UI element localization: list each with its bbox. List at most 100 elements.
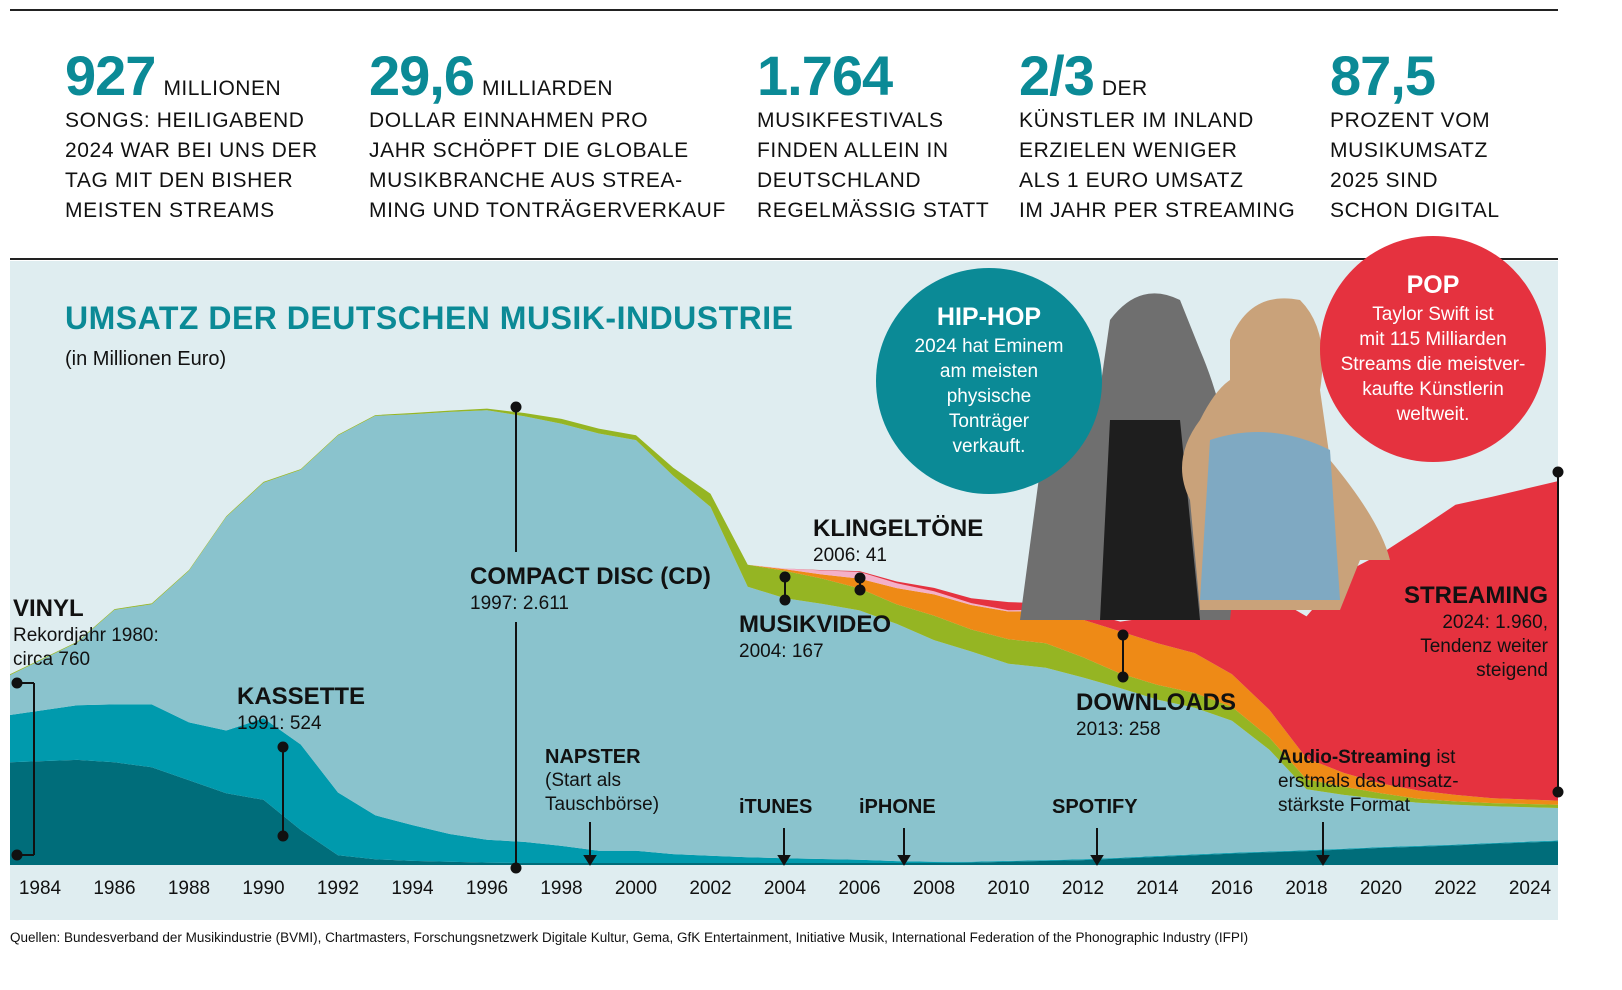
arrow-head-icon	[777, 855, 791, 866]
arrow-head-icon	[897, 855, 911, 866]
marker-dot	[277, 741, 289, 753]
area-kassette	[10, 704, 1558, 863]
annotation-title: KLINGELTÖNE	[813, 515, 984, 542]
annotation-title: STREAMING	[1404, 582, 1548, 609]
stat-artists: 2/3 DER KÜNSTLER IM INLAND ERZIELEN WENIG…	[1019, 46, 1295, 226]
taylor-swift-photo	[1182, 298, 1390, 610]
stat-unit: DER	[1101, 77, 1148, 100]
pop-bubble: POP Taylor Swift ist mit 115 Milliarden …	[1320, 236, 1546, 462]
annotation-text: 2024: 1.960, Tendenz weiter steigend	[1420, 612, 1548, 681]
marker-dot	[854, 584, 866, 596]
annotation-vinyl: VINYL Rekordjahr 1980: circa 760	[13, 594, 159, 672]
x-tick-label: 1994	[391, 878, 434, 899]
x-tick-label: 2014	[1136, 878, 1179, 899]
bubble-title: POP	[1406, 271, 1460, 299]
marker-dot	[277, 830, 289, 842]
marker-dot	[1552, 466, 1564, 478]
marker-dot	[11, 677, 23, 689]
x-tick-label: 1986	[93, 878, 136, 899]
x-tick-label: 1992	[316, 878, 360, 899]
annotation-title: MUSIKVIDEO	[739, 611, 892, 638]
annotation-text: 1997: 2.611	[470, 593, 569, 614]
stat-value: 2/3	[1019, 44, 1095, 107]
marker-dot	[1117, 629, 1129, 641]
event-spotify: SPOTIFY	[1052, 796, 1138, 818]
x-tick-label: 2002	[689, 878, 732, 899]
x-tick-label: 2022	[1434, 878, 1477, 899]
event-napster: NAPSTER (Start als Tauschbörse)	[545, 745, 659, 817]
event-title: NAPSTER	[545, 746, 641, 768]
annotation-kassette: KASSETTE 1991: 524	[237, 682, 365, 736]
stat-digital: 87,5 PROZENT VOM MUSIKUMSATZ 2025 SIND S…	[1330, 46, 1500, 226]
annotation-streaming: STREAMING 2024: 1.960, Tendenz weiter ste…	[1404, 581, 1548, 683]
event-iphone: iPHONE	[859, 796, 936, 818]
stat-value: 1.764	[757, 44, 893, 107]
x-tick-label: 2006	[838, 878, 881, 899]
annotation-text: 2006: 41	[813, 545, 887, 566]
x-tick-label: 2000	[614, 878, 658, 899]
annotation-text: 2004: 167	[739, 641, 824, 662]
event-text: ist erstmals das umsatz- stärkste Format	[1278, 747, 1459, 816]
annotation-title: KASSETTE	[237, 683, 366, 710]
annotation-downloads: DOWNLOADS 2013: 258	[1076, 688, 1236, 742]
bubble-text: 2024 hat Eminem am meisten physische Ton…	[914, 336, 1064, 457]
x-tick-label: 2012	[1061, 878, 1105, 899]
x-tick-label: 2018	[1285, 878, 1328, 899]
stat-value: 87,5	[1330, 44, 1436, 107]
hiphop-bubble: HIP-HOP 2024 hat Eminem am meisten physi…	[876, 268, 1102, 494]
annotation-musikvideo: MUSIKVIDEO 2004: 167	[739, 610, 891, 664]
marker-dot	[11, 849, 23, 861]
stat-streams: 927 MILLIONEN SONGS: HEILIGABEND 2024 WAR…	[65, 46, 318, 226]
stat-text: DOLLAR EINNAHMEN PRO JAHR SCHÖPFT DIE GL…	[369, 109, 726, 222]
event-text: (Start als Tauschbörse)	[545, 770, 660, 815]
arrow-head-icon	[583, 855, 597, 866]
stat-unit: MILLIARDEN	[482, 77, 614, 100]
stat-text: SONGS: HEILIGABEND 2024 WAR BEI UNS DER …	[65, 109, 318, 222]
chart-subtitle: (in Millionen Euro)	[65, 348, 227, 370]
stat-text: PROZENT VOM MUSIKUMSATZ 2025 SIND SCHON …	[1330, 109, 1500, 222]
stat-value: 29,6	[369, 44, 475, 107]
x-tick-label: 2024	[1508, 878, 1552, 899]
event-itunes: iTUNES	[739, 796, 813, 818]
event-audio-streaming: Audio-Streaming ist erstmals das umsatz-…	[1278, 746, 1459, 818]
marker-dot	[510, 862, 522, 874]
annotation-text: Rekordjahr 1980: circa 760	[13, 625, 159, 670]
top-rule	[10, 9, 1558, 11]
stat-value: 927	[65, 44, 156, 107]
annotation-cd: COMPACT DISC (CD) 1997: 2.611	[470, 562, 711, 616]
marker-dot	[1552, 786, 1564, 798]
marker-dot	[779, 571, 791, 583]
x-tick-label: 2016	[1210, 878, 1254, 899]
marker-dot	[510, 401, 522, 413]
annotation-klingeltoene: KLINGELTÖNE 2006: 41	[813, 514, 983, 568]
bubble-text: Taylor Swift ist mit 115 Milliarden Stre…	[1340, 304, 1526, 425]
annotation-title: VINYL	[13, 595, 84, 622]
arrow-head-icon	[1090, 855, 1104, 866]
arrow-head-icon	[1316, 855, 1330, 866]
marker-dot	[854, 572, 866, 584]
annotation-title: COMPACT DISC (CD)	[470, 563, 711, 590]
annotation-text: 2013: 258	[1076, 719, 1161, 740]
stat-revenue: 29,6 MILLIARDEN DOLLAR EINNAHMEN PRO JAHR…	[369, 46, 726, 226]
x-tick-label: 1984	[18, 878, 62, 899]
annotation-text: 1991: 524	[237, 713, 322, 734]
event-title: Audio-Streaming	[1278, 747, 1432, 768]
x-tick-label: 2020	[1359, 878, 1403, 899]
eminem-photo	[1020, 293, 1240, 620]
x-tick-label: 2004	[763, 878, 807, 899]
x-tick-label: 1990	[242, 878, 285, 899]
chart-title: UMSATZ DER DEUTSCHEN MUSIK-INDUSTRIE	[65, 300, 794, 336]
bubble-title: HIP-HOP	[936, 303, 1042, 331]
source-note: Quellen: Bundesverband der Musikindustri…	[10, 930, 1249, 945]
x-tick-label: 1988	[167, 878, 211, 899]
stat-unit: MILLIONEN	[163, 77, 282, 100]
marker-dot	[1117, 671, 1129, 683]
annotation-title: DOWNLOADS	[1076, 689, 1236, 716]
area-cd	[10, 410, 1558, 862]
area-vinyl	[10, 759, 1558, 865]
x-tick-label: 2010	[987, 878, 1030, 899]
marker-dot	[779, 594, 791, 606]
stat-festivals: 1.764 MUSIKFESTIVALS FINDEN ALLEIN IN DE…	[757, 46, 989, 226]
